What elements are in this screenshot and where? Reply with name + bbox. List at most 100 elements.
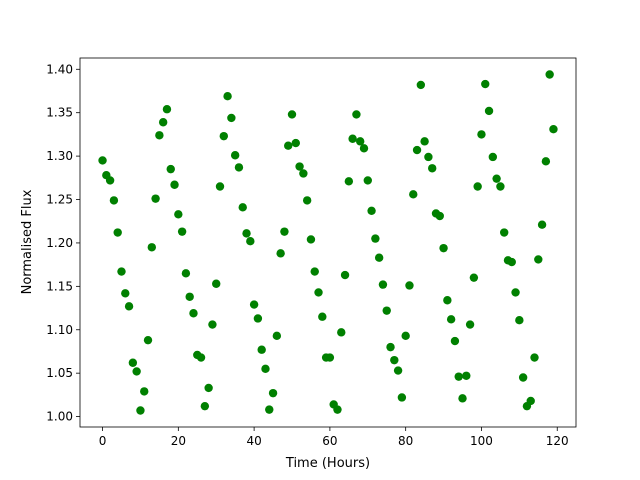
- y-tick-label: 1.20: [46, 236, 73, 250]
- point: [454, 372, 463, 381]
- point: [227, 113, 236, 123]
- x-tick-label: 60: [322, 434, 337, 448]
- y-tick-label: 1.00: [46, 410, 73, 424]
- point: [439, 243, 448, 253]
- point: [128, 358, 138, 367]
- point: [473, 182, 482, 191]
- point: [386, 342, 395, 352]
- point: [242, 229, 251, 238]
- point: [155, 131, 164, 140]
- point: [272, 331, 282, 341]
- point: [499, 228, 509, 237]
- point: [109, 196, 119, 205]
- point: [325, 353, 335, 362]
- x-tick-label: 20: [171, 434, 186, 448]
- point: [113, 228, 122, 237]
- point: [481, 79, 490, 89]
- point: [367, 206, 376, 216]
- x-tick-label: 40: [246, 434, 261, 448]
- point: [238, 203, 247, 212]
- point: [526, 396, 535, 406]
- point: [162, 105, 172, 114]
- x-axis-label: Time (Hours): [285, 456, 370, 471]
- point: [291, 138, 300, 148]
- point: [450, 336, 460, 346]
- point: [151, 194, 160, 203]
- point: [416, 80, 426, 90]
- point: [215, 182, 225, 191]
- point: [185, 292, 194, 301]
- point: [117, 267, 126, 276]
- point: [105, 176, 115, 185]
- point: [397, 393, 407, 402]
- point: [537, 220, 547, 229]
- point: [484, 106, 494, 116]
- point: [492, 174, 501, 183]
- point: [140, 387, 149, 396]
- point: [177, 227, 187, 236]
- point: [549, 124, 558, 134]
- point: [124, 302, 134, 311]
- point: [284, 141, 293, 150]
- y-tick-label: 1.30: [46, 149, 73, 163]
- point: [257, 345, 266, 354]
- point: [405, 281, 414, 290]
- point: [204, 383, 213, 393]
- point: [428, 164, 437, 173]
- point: [306, 235, 316, 244]
- point: [412, 145, 422, 155]
- point: [158, 118, 168, 127]
- plot-frame: [79, 57, 577, 428]
- point: [465, 320, 475, 329]
- point: [390, 355, 399, 365]
- point: [143, 335, 153, 345]
- y-tick-label: 1.35: [46, 106, 73, 120]
- point: [374, 253, 384, 262]
- point: [136, 406, 145, 415]
- point: [337, 328, 346, 337]
- point: [212, 279, 221, 288]
- point: [295, 162, 304, 171]
- point: [352, 110, 361, 119]
- point: [469, 273, 479, 282]
- y-tick-label: 1.05: [46, 366, 73, 380]
- point: [219, 131, 228, 141]
- point: [420, 137, 429, 146]
- point: [98, 156, 107, 165]
- point: [302, 196, 312, 205]
- point: [534, 255, 543, 264]
- point: [401, 331, 410, 341]
- point: [200, 401, 210, 411]
- point: [496, 182, 505, 191]
- point: [511, 288, 520, 297]
- point: [424, 152, 433, 162]
- y-tick-label: 1.10: [46, 323, 73, 337]
- point: [458, 394, 467, 403]
- point: [477, 130, 486, 139]
- point: [344, 177, 354, 186]
- point: [446, 315, 456, 324]
- point: [121, 289, 130, 298]
- point: [265, 405, 274, 414]
- y-axis-label: Normalised Flux: [20, 189, 35, 294]
- point: [276, 249, 285, 258]
- point: [287, 110, 297, 119]
- point: [393, 366, 403, 375]
- point: [181, 269, 191, 278]
- point: [318, 312, 327, 321]
- point: [166, 164, 175, 174]
- point: [170, 180, 179, 189]
- y-tick-label: 1.40: [46, 62, 73, 76]
- point: [382, 306, 391, 315]
- y-tick-label: 1.15: [46, 279, 73, 293]
- point: [268, 388, 278, 398]
- point: [261, 364, 270, 374]
- point: [253, 314, 263, 323]
- point: [378, 280, 388, 289]
- point: [356, 137, 365, 146]
- point: [234, 163, 244, 172]
- point: [545, 70, 554, 79]
- point: [314, 288, 323, 297]
